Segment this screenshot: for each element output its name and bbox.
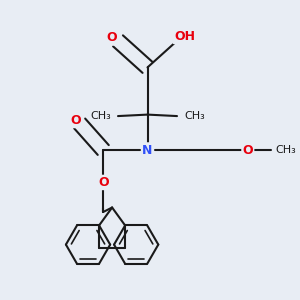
- Text: CH₃: CH₃: [90, 111, 111, 121]
- Text: CH₃: CH₃: [276, 145, 297, 155]
- Text: O: O: [107, 32, 117, 44]
- Text: O: O: [242, 143, 253, 157]
- Text: N: N: [142, 143, 153, 157]
- Text: O: O: [70, 114, 80, 127]
- Text: O: O: [98, 176, 109, 189]
- Text: CH₃: CH₃: [184, 111, 205, 121]
- Text: OH: OH: [174, 30, 195, 43]
